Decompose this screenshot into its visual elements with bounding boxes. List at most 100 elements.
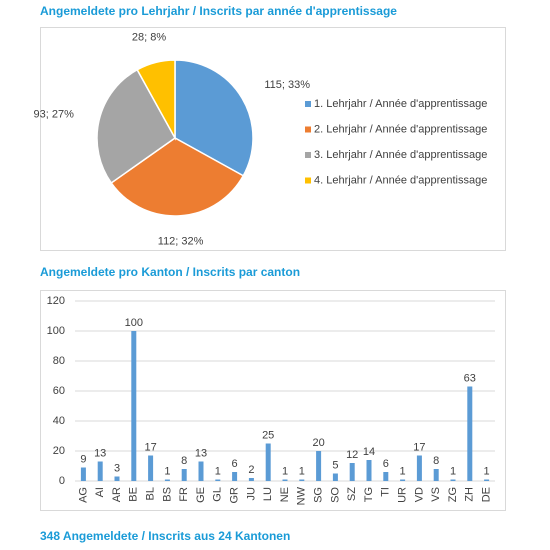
data-label: 3 [114,462,120,474]
bar [416,455,422,481]
legend-swatch [305,152,311,158]
y-tick-label: 60 [53,385,65,397]
data-label: 1 [400,465,406,477]
data-label: 9 [80,453,86,465]
legend-label: 1. Lehrjahr / Année d'apprentissage [314,98,487,110]
data-label: 17 [144,441,156,453]
y-tick-label: 20 [53,445,65,457]
pie-slice [174,59,254,177]
legend-label: 4. Lehrjahr / Année d'apprentissage [314,174,487,186]
bar [400,479,406,481]
x-tick-label: NW [296,486,308,505]
data-label: 8 [433,455,439,467]
bar [282,479,288,481]
x-tick-label: VD [413,487,425,502]
bar [299,479,305,481]
x-tick-label: DE [481,487,493,502]
x-tick-label: SZ [346,487,358,501]
data-label: 1 [450,465,456,477]
bar [148,455,154,481]
pie-slice [96,68,176,184]
x-tick-label: ZG [447,487,459,502]
x-tick-label: GE [195,487,207,503]
footer: 348 Angemeldete / Inscrits aus 24 Kanton… [40,529,290,543]
data-label: 6 [232,458,238,470]
x-tick-label: AG [77,487,89,503]
data-label: 6 [383,458,389,470]
y-tick-label: 80 [53,355,65,367]
bar [181,469,187,481]
bar [248,478,254,481]
bar [215,479,221,481]
legend-swatch [305,126,311,133]
data-label: 63 [464,372,476,384]
x-tick-label: TI [380,487,392,497]
y-tick-label: 120 [47,295,65,307]
data-label: 5 [332,459,338,471]
x-tick-label: AR [111,487,123,502]
bar [80,467,86,481]
x-tick-label: BS [161,487,173,502]
data-label: 20 [312,437,324,449]
chart-frame [40,290,506,511]
x-tick-label: GR [229,487,241,504]
legend-label: 3. Lehrjahr / Année d'apprentissage [314,149,487,161]
x-tick-label: BL [145,487,157,500]
legend-swatch [305,177,311,184]
legend-label: 2. Lehrjahr / Année d'apprentissage [314,123,487,135]
bar [316,451,322,481]
data-label: 1 [484,465,490,477]
x-tick-label: JU [245,487,257,501]
legend-swatch [305,101,311,107]
data-label: 13 [94,447,106,459]
data-label: 8 [181,455,187,467]
x-tick-label: FR [178,487,190,502]
bar [366,460,372,481]
y-tick-label: 100 [47,325,65,337]
x-tick-label: UR [397,487,409,503]
x-tick-label: GL [212,487,224,502]
chart-title: Angemeldete pro Lehrjahr / Inscrits par … [40,4,397,18]
data-label: 100 [125,317,143,329]
data-label: 2 [248,464,254,476]
bar [265,443,271,481]
data-label: 93; 27% [34,109,75,121]
data-label: 1 [299,465,305,477]
x-tick-label: AI [94,487,106,497]
data-label: 112; 32% [158,235,204,247]
x-tick-label: SG [313,487,325,503]
data-label: 1 [282,465,288,477]
data-label: 1 [215,465,221,477]
x-tick-label: SO [329,487,341,503]
bar [232,472,238,481]
chart-frame [40,27,506,251]
bar [349,463,355,481]
x-tick-label: ZH [464,487,476,502]
x-tick-label: BE [128,487,140,502]
pie-slice [136,59,176,141]
x-tick-label: NE [279,487,291,502]
bar [131,331,137,481]
pie-slice [110,137,245,217]
bar [114,476,120,481]
x-tick-label: TG [363,487,375,502]
bar [198,461,204,481]
data-label: 25 [262,429,274,441]
data-label: 14 [363,446,375,458]
bar [97,461,103,481]
x-tick-label: LU [262,487,274,501]
x-tick-label: VS [430,487,442,502]
bar [383,472,389,481]
data-label: 1 [164,465,170,477]
bar [467,386,473,481]
data-label: 13 [195,447,207,459]
bar [332,473,338,481]
data-label: 17 [413,441,425,453]
data-label: 115; 33% [264,79,310,91]
data-label: 28; 8% [132,31,166,43]
y-tick-label: 40 [53,415,65,427]
chart-title: Angemeldete pro Kanton / Inscrits par ca… [40,265,300,279]
y-tick-label: 0 [59,475,65,487]
bar [164,479,170,481]
